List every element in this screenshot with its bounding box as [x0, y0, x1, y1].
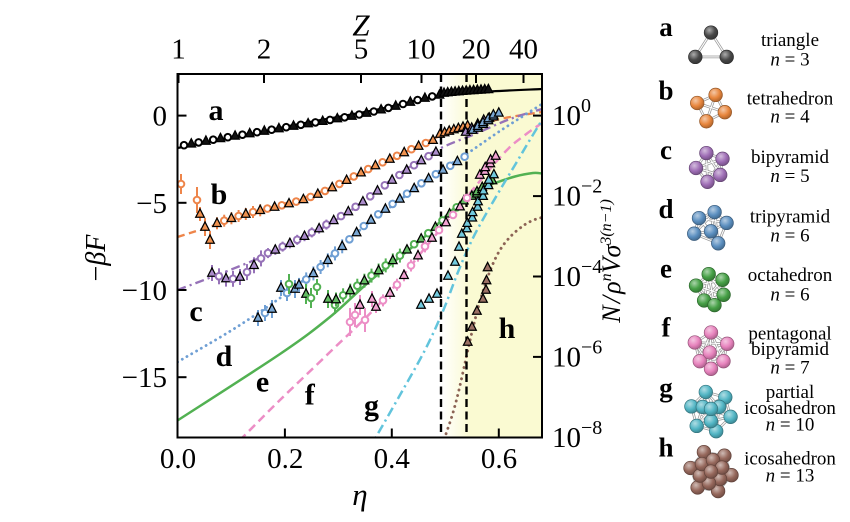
svg-text:−8: −8: [581, 417, 602, 439]
svg-text:−6: −6: [581, 336, 602, 358]
svg-text:b: b: [658, 76, 673, 106]
svg-text:−15: −15: [122, 362, 167, 394]
svg-text:10: 10: [552, 100, 581, 132]
svg-text:2: 2: [257, 34, 272, 66]
svg-text:a: a: [659, 12, 673, 42]
svg-text:e: e: [660, 254, 672, 284]
svg-text:5: 5: [354, 34, 369, 66]
svg-text:h: h: [499, 312, 516, 345]
svg-text:c: c: [660, 135, 672, 165]
svg-text:10: 10: [552, 422, 581, 454]
svg-text:−10: −10: [122, 275, 167, 307]
svg-text:tripyramid: tripyramid: [750, 206, 831, 227]
svg-text:d: d: [658, 194, 673, 224]
svg-text:−5: −5: [136, 188, 167, 220]
svg-text:0.6: 0.6: [481, 443, 517, 475]
svg-text:10: 10: [552, 261, 581, 293]
svg-text:pentagonal: pentagonal: [748, 323, 831, 344]
svg-text:icosahedron: icosahedron: [744, 398, 836, 419]
svg-text:bipyramid: bipyramid: [751, 147, 830, 168]
svg-text:n = 7: n = 7: [770, 357, 809, 378]
svg-text:1: 1: [171, 34, 186, 66]
svg-text:a: a: [209, 94, 224, 127]
svg-text:n = 13: n = 13: [766, 466, 815, 487]
svg-text:−4: −4: [581, 256, 602, 278]
svg-text:10: 10: [552, 341, 581, 373]
svg-text:η: η: [352, 477, 367, 512]
svg-text:e: e: [256, 366, 269, 399]
svg-text:0: 0: [153, 101, 168, 133]
svg-text:0.4: 0.4: [374, 443, 411, 475]
svg-text:0: 0: [581, 95, 591, 117]
svg-text:h: h: [658, 433, 673, 463]
svg-text:n = 6: n = 6: [770, 226, 809, 247]
svg-text:20: 20: [462, 34, 491, 66]
svg-text:n = 3: n = 3: [770, 50, 809, 71]
svg-text:f: f: [305, 379, 316, 412]
svg-text:tetrahedron: tetrahedron: [747, 88, 834, 109]
svg-text:0.2: 0.2: [267, 443, 303, 475]
svg-text:octahedron: octahedron: [748, 265, 833, 286]
svg-text:10: 10: [407, 34, 436, 66]
svg-text:n = 10: n = 10: [766, 415, 815, 436]
svg-text:f: f: [662, 313, 672, 343]
svg-text:bipyramid: bipyramid: [751, 339, 830, 360]
svg-text:g: g: [659, 373, 673, 403]
svg-text:partial: partial: [766, 382, 815, 403]
svg-text:d: d: [216, 340, 233, 373]
svg-text:n = 4: n = 4: [770, 106, 810, 127]
svg-text:triangle: triangle: [761, 30, 819, 51]
svg-text:icosahedron: icosahedron: [744, 449, 836, 470]
svg-text:g: g: [364, 389, 379, 422]
svg-text:n = 6: n = 6: [770, 284, 809, 305]
svg-text:b: b: [211, 178, 228, 211]
svg-text:n = 5: n = 5: [770, 166, 809, 187]
svg-text:c: c: [189, 295, 202, 328]
svg-text:40: 40: [509, 34, 538, 66]
svg-text:0.0: 0.0: [160, 443, 196, 475]
svg-text:Z: Z: [352, 8, 370, 43]
svg-text:−2: −2: [581, 176, 602, 198]
svg-text:−βF: −βF: [81, 234, 112, 282]
svg-text:10: 10: [552, 181, 581, 213]
